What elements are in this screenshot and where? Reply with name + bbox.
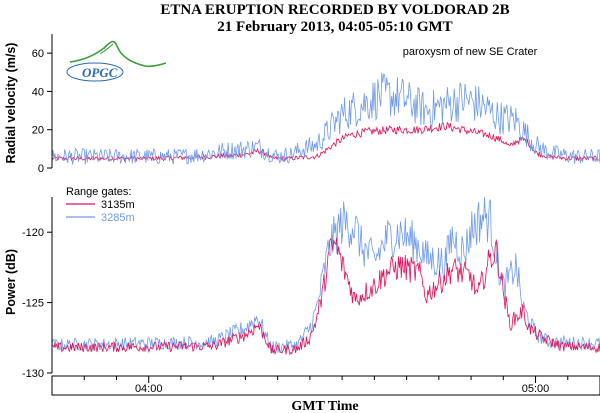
legend-label-3135: 3135m bbox=[101, 199, 135, 211]
power-series-3135m bbox=[51, 237, 600, 356]
power-series-group bbox=[51, 196, 600, 356]
velocity-y-tick-label: 20 bbox=[32, 125, 44, 137]
power-y-axis-label: Power (dB) bbox=[4, 249, 18, 315]
velocity-panel: 0 20 40 60 Radial velocity (m/s) paroxysm o… bbox=[4, 34, 600, 175]
velocity-y-axis-label: Radial velocity (m/s) bbox=[4, 43, 18, 164]
legend-title: Range gates: bbox=[66, 186, 131, 198]
x-axis-label: GMT Time bbox=[291, 399, 358, 413]
logo-ring-icon bbox=[66, 62, 124, 82]
time-axis-box bbox=[51, 375, 600, 396]
power-y-ticks: -130 -125 -120 bbox=[22, 227, 52, 380]
velocity-annotation: paroxysm of new SE Crater bbox=[403, 46, 538, 58]
power-series-3285m bbox=[51, 196, 600, 355]
legend-label-3285: 3285m bbox=[101, 212, 135, 224]
power-y-tick-label: -130 bbox=[22, 368, 44, 380]
velocity-y-ticks: 0 20 40 60 bbox=[32, 48, 52, 175]
time-axis: 04:00 05:00 GMT Time bbox=[51, 375, 600, 413]
opgc-logo: OPGC bbox=[66, 40, 167, 82]
chart-title-line2: 21 February 2013, 04:05-05:10 GMT bbox=[217, 19, 452, 35]
velocity-y-tick-label: 0 bbox=[38, 163, 44, 175]
velocity-y-tick-label: 40 bbox=[32, 86, 44, 98]
legend: Range gates: 3135m 3285m bbox=[66, 186, 135, 224]
power-y-tick-label: -120 bbox=[22, 227, 44, 239]
power-y-tick-label: -125 bbox=[22, 298, 44, 310]
logo-text: OPGC bbox=[82, 65, 118, 80]
time-axis-ticks: 04:00 05:00 bbox=[83, 376, 569, 395]
logo-swoosh-inner-icon bbox=[99, 43, 114, 55]
x-tick-label: 05:00 bbox=[522, 383, 550, 395]
velocity-series-3135m bbox=[51, 121, 600, 163]
velocity-series-group bbox=[51, 72, 600, 165]
velocity-series-3285m bbox=[51, 72, 600, 165]
logo-swoosh-icon bbox=[69, 40, 167, 68]
x-tick-label: 04:00 bbox=[135, 383, 163, 395]
power-panel: -130 -125 -120 Power (dB) Range gates: 313… bbox=[4, 186, 600, 380]
velocity-y-tick-label: 60 bbox=[32, 48, 44, 60]
chart-title-line1: ETNA ERUPTION RECORDED BY VOLDORAD 2B bbox=[160, 2, 509, 18]
